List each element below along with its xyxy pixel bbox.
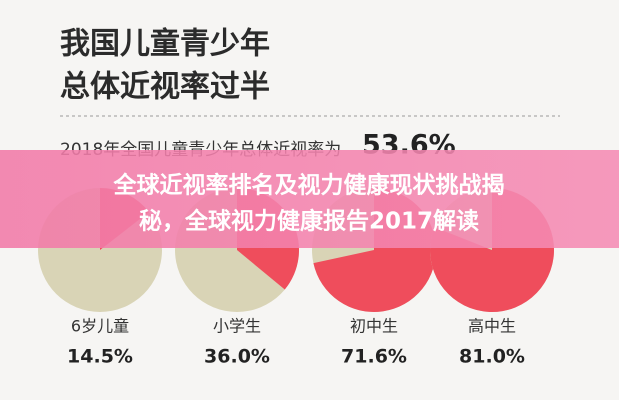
value-label: 71.6%	[341, 346, 407, 368]
pie-title: 初中生	[350, 317, 398, 336]
banner-text: 秘，全球视力健康报告2017解读	[139, 208, 479, 235]
pie-title: 6岁儿童	[71, 317, 129, 336]
value-label: 14.5%	[67, 346, 133, 368]
value-label: 81.0%	[459, 346, 525, 368]
title-line: 总体近视率过半	[60, 70, 270, 105]
banner	[0, 150, 619, 248]
value-label: 36.0%	[204, 346, 270, 368]
pie-title: 小学生	[213, 317, 261, 336]
banner-text: 全球近视率排名及视力健康现状挑战揭	[113, 172, 505, 199]
title-line: 我国儿童青少年	[60, 27, 270, 62]
pie-title: 高中生	[468, 317, 516, 336]
